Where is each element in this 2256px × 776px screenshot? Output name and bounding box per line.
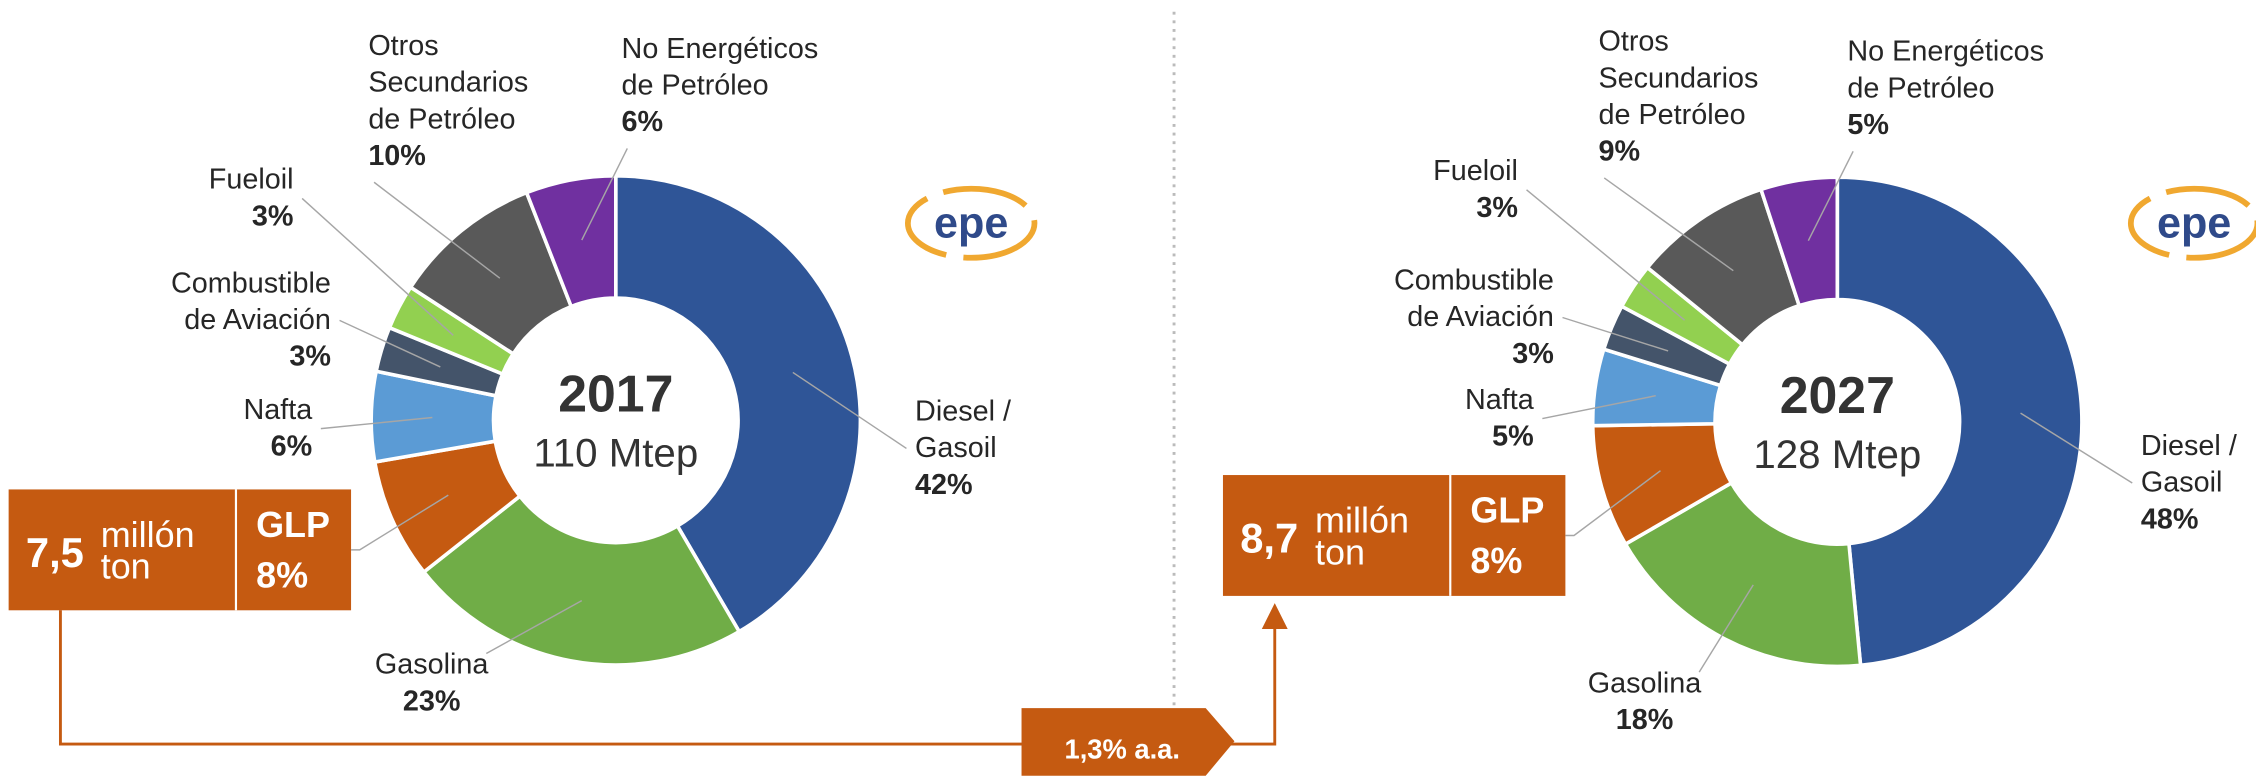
- logo: epe: [934, 200, 1008, 248]
- wedge: [421, 493, 742, 667]
- category-label: Combustible de Aviación: [1394, 264, 1554, 333]
- leader-line: [1526, 189, 1686, 321]
- glp-label: GLP: [1470, 490, 1544, 531]
- value-label: 6%: [271, 431, 313, 463]
- glp-value: 8%: [256, 554, 308, 595]
- value-label: 6%: [622, 106, 664, 138]
- wedge: [1623, 480, 1863, 669]
- center-title: 2017: [558, 365, 673, 423]
- value-label: 9%: [1598, 136, 1640, 168]
- amount-unit: millón ton: [101, 514, 195, 587]
- leader-line: [301, 197, 454, 336]
- leader-line: [1603, 177, 1734, 272]
- glp-label: GLP: [256, 504, 330, 545]
- leader-line: [351, 494, 449, 551]
- leader-line: [320, 416, 433, 430]
- logo: epe: [2157, 200, 2231, 248]
- leader-line: [792, 371, 907, 450]
- glp-box: [8, 489, 352, 611]
- growth-label: 1,3% a.a.: [1065, 733, 1180, 764]
- glp-value: 8%: [1470, 540, 1522, 581]
- category-label: Fueloil: [1433, 155, 1518, 187]
- center-title: 2027: [1780, 366, 1895, 424]
- value-label: 48%: [2141, 503, 2199, 535]
- arrow-head: [1261, 603, 1288, 629]
- glp-box: [1222, 475, 1566, 596]
- value-label: 3%: [1512, 338, 1554, 370]
- category-label: Gasolina: [375, 649, 489, 681]
- leader-line: [1807, 150, 1854, 241]
- category-label: Gasolina: [1588, 667, 1702, 699]
- growth-arrow: [58, 610, 1277, 746]
- leader-line: [2020, 412, 2133, 484]
- leader-line: [1565, 470, 1661, 537]
- category-label: Nafta: [243, 394, 312, 426]
- center-subtitle: 110 Mtep: [533, 430, 698, 475]
- leader-line: [1562, 316, 1669, 352]
- wedge: [1758, 175, 1840, 308]
- value-label: 5%: [1492, 421, 1534, 453]
- category-label: No Energéticos de Petróleo: [622, 33, 819, 102]
- value-label: 5%: [1847, 109, 1889, 141]
- leader-line: [1542, 394, 1656, 420]
- logo-ring: [904, 185, 1038, 261]
- value-label: 3%: [1476, 192, 1518, 224]
- growth-box: [1021, 708, 1235, 776]
- amount: 8,7: [1240, 515, 1298, 562]
- leader-line: [373, 181, 501, 279]
- wedge: [1835, 175, 2084, 668]
- category-label: No Energéticos de Petróleo: [1847, 36, 2044, 105]
- center-subtitle: 128 Mtep: [1753, 432, 1921, 477]
- leader-line: [1698, 584, 1754, 673]
- wedge: [524, 173, 618, 309]
- category-label: Diesel / Gasoil: [915, 395, 1011, 464]
- logo-ring: [2127, 185, 2256, 261]
- leader-line: [339, 319, 441, 368]
- category-label: Fueloil: [209, 164, 294, 196]
- category-label: Otros Secundarios de Petróleo: [368, 30, 528, 135]
- value-label: 18%: [1616, 704, 1674, 736]
- category-label: Otros Secundarios de Petróleo: [1598, 26, 1758, 131]
- value-label: 10%: [368, 140, 426, 172]
- value-label: 23%: [403, 685, 461, 717]
- category-label: Nafta: [1465, 384, 1534, 416]
- wedge: [613, 173, 863, 635]
- leader-line: [485, 600, 583, 655]
- value-label: 3%: [252, 200, 294, 232]
- category-label: Diesel / Gasoil: [2141, 430, 2237, 499]
- leader-line: [581, 148, 628, 241]
- value-label: 42%: [915, 469, 973, 501]
- category-label: Combustible de Aviación: [171, 267, 331, 336]
- amount: 7,5: [26, 529, 84, 576]
- amount-unit: millón ton: [1315, 500, 1409, 573]
- value-label: 3%: [289, 341, 331, 373]
